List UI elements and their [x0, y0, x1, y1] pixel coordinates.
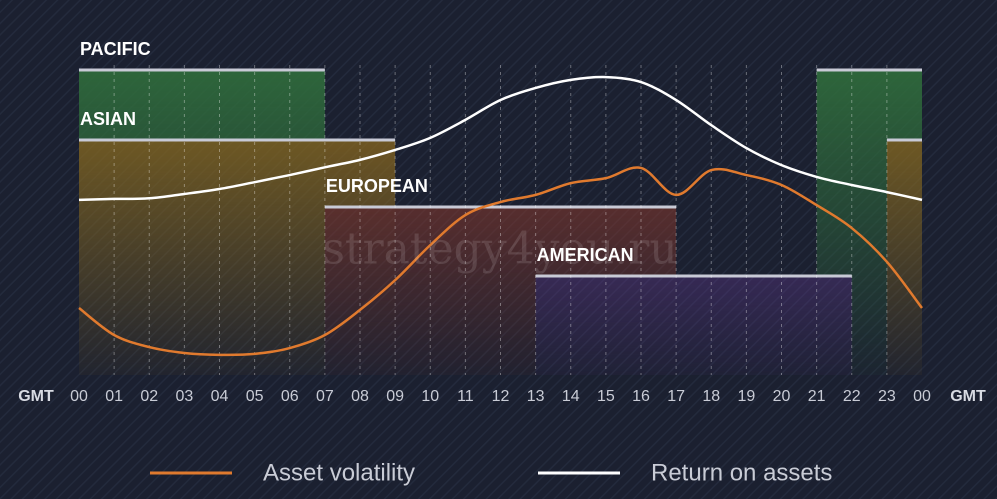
x-tick-label: 00 [913, 388, 931, 405]
session-label: EUROPEAN [326, 176, 428, 196]
x-tick-label: 23 [878, 388, 896, 405]
plot: PACIFIC ASIAN EUROPEAN AMERICAN 00 01 02 03 04 05… [70, 39, 931, 405]
session-label: PACIFIC [80, 39, 151, 59]
x-tick-label: 16 [632, 388, 650, 405]
x-tick-label: 19 [737, 388, 755, 405]
x-tick-label: 10 [421, 388, 439, 405]
x-tick-label: 22 [843, 388, 861, 405]
x-tick-label: 09 [386, 388, 404, 405]
line-series [78, 166, 923, 357]
line-series [78, 75, 923, 202]
x-tick-label: 21 [808, 388, 826, 405]
x-tick-label: 08 [351, 388, 369, 405]
legend-label: Return on assets [651, 459, 832, 486]
x-tick-label: 05 [246, 388, 264, 405]
x-tick-label: 02 [140, 388, 158, 405]
session-label: ASIAN [80, 109, 136, 129]
x-tick-label: 03 [175, 388, 193, 405]
x-tick-label: 17 [667, 388, 685, 405]
session-band [886, 140, 922, 375]
x-tick-label: 00 [70, 388, 88, 405]
x-tick-label: 13 [527, 388, 545, 405]
x-tick-label: 11 [457, 388, 474, 405]
session-band [535, 276, 852, 375]
axis-label: GMT [18, 388, 54, 405]
session-label: AMERICAN [537, 245, 634, 265]
sessions [79, 70, 922, 375]
x-tick-label: 15 [597, 388, 615, 405]
watermark: strategy4you.ru [322, 224, 677, 275]
legend-label: Asset volatility [263, 459, 415, 486]
x-tick-label: 07 [316, 388, 334, 405]
x-tick-label: 06 [281, 388, 299, 405]
x-tick-label: 18 [702, 388, 720, 405]
x-tick-label: 20 [773, 388, 791, 405]
x-tick-label: 14 [562, 388, 580, 405]
x-tick-label: 12 [492, 388, 510, 405]
axis-label: GMT [950, 388, 986, 405]
x-tick-label: 01 [105, 388, 123, 405]
x-tick-label: 04 [211, 388, 229, 405]
